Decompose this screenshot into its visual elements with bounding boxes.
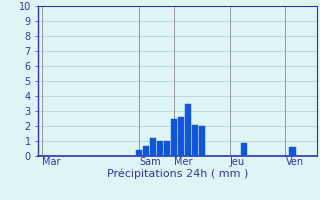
Bar bbox=[199, 126, 205, 156]
Bar bbox=[143, 146, 149, 156]
Bar bbox=[241, 142, 247, 156]
Bar bbox=[136, 150, 142, 156]
Bar bbox=[157, 141, 163, 156]
X-axis label: Précipitations 24h ( mm ): Précipitations 24h ( mm ) bbox=[107, 169, 248, 179]
Bar bbox=[164, 141, 170, 156]
Bar bbox=[150, 138, 156, 156]
Bar bbox=[192, 124, 198, 156]
Bar bbox=[178, 117, 184, 156]
Bar bbox=[289, 147, 296, 156]
Bar bbox=[171, 118, 177, 156]
Bar bbox=[185, 104, 191, 156]
